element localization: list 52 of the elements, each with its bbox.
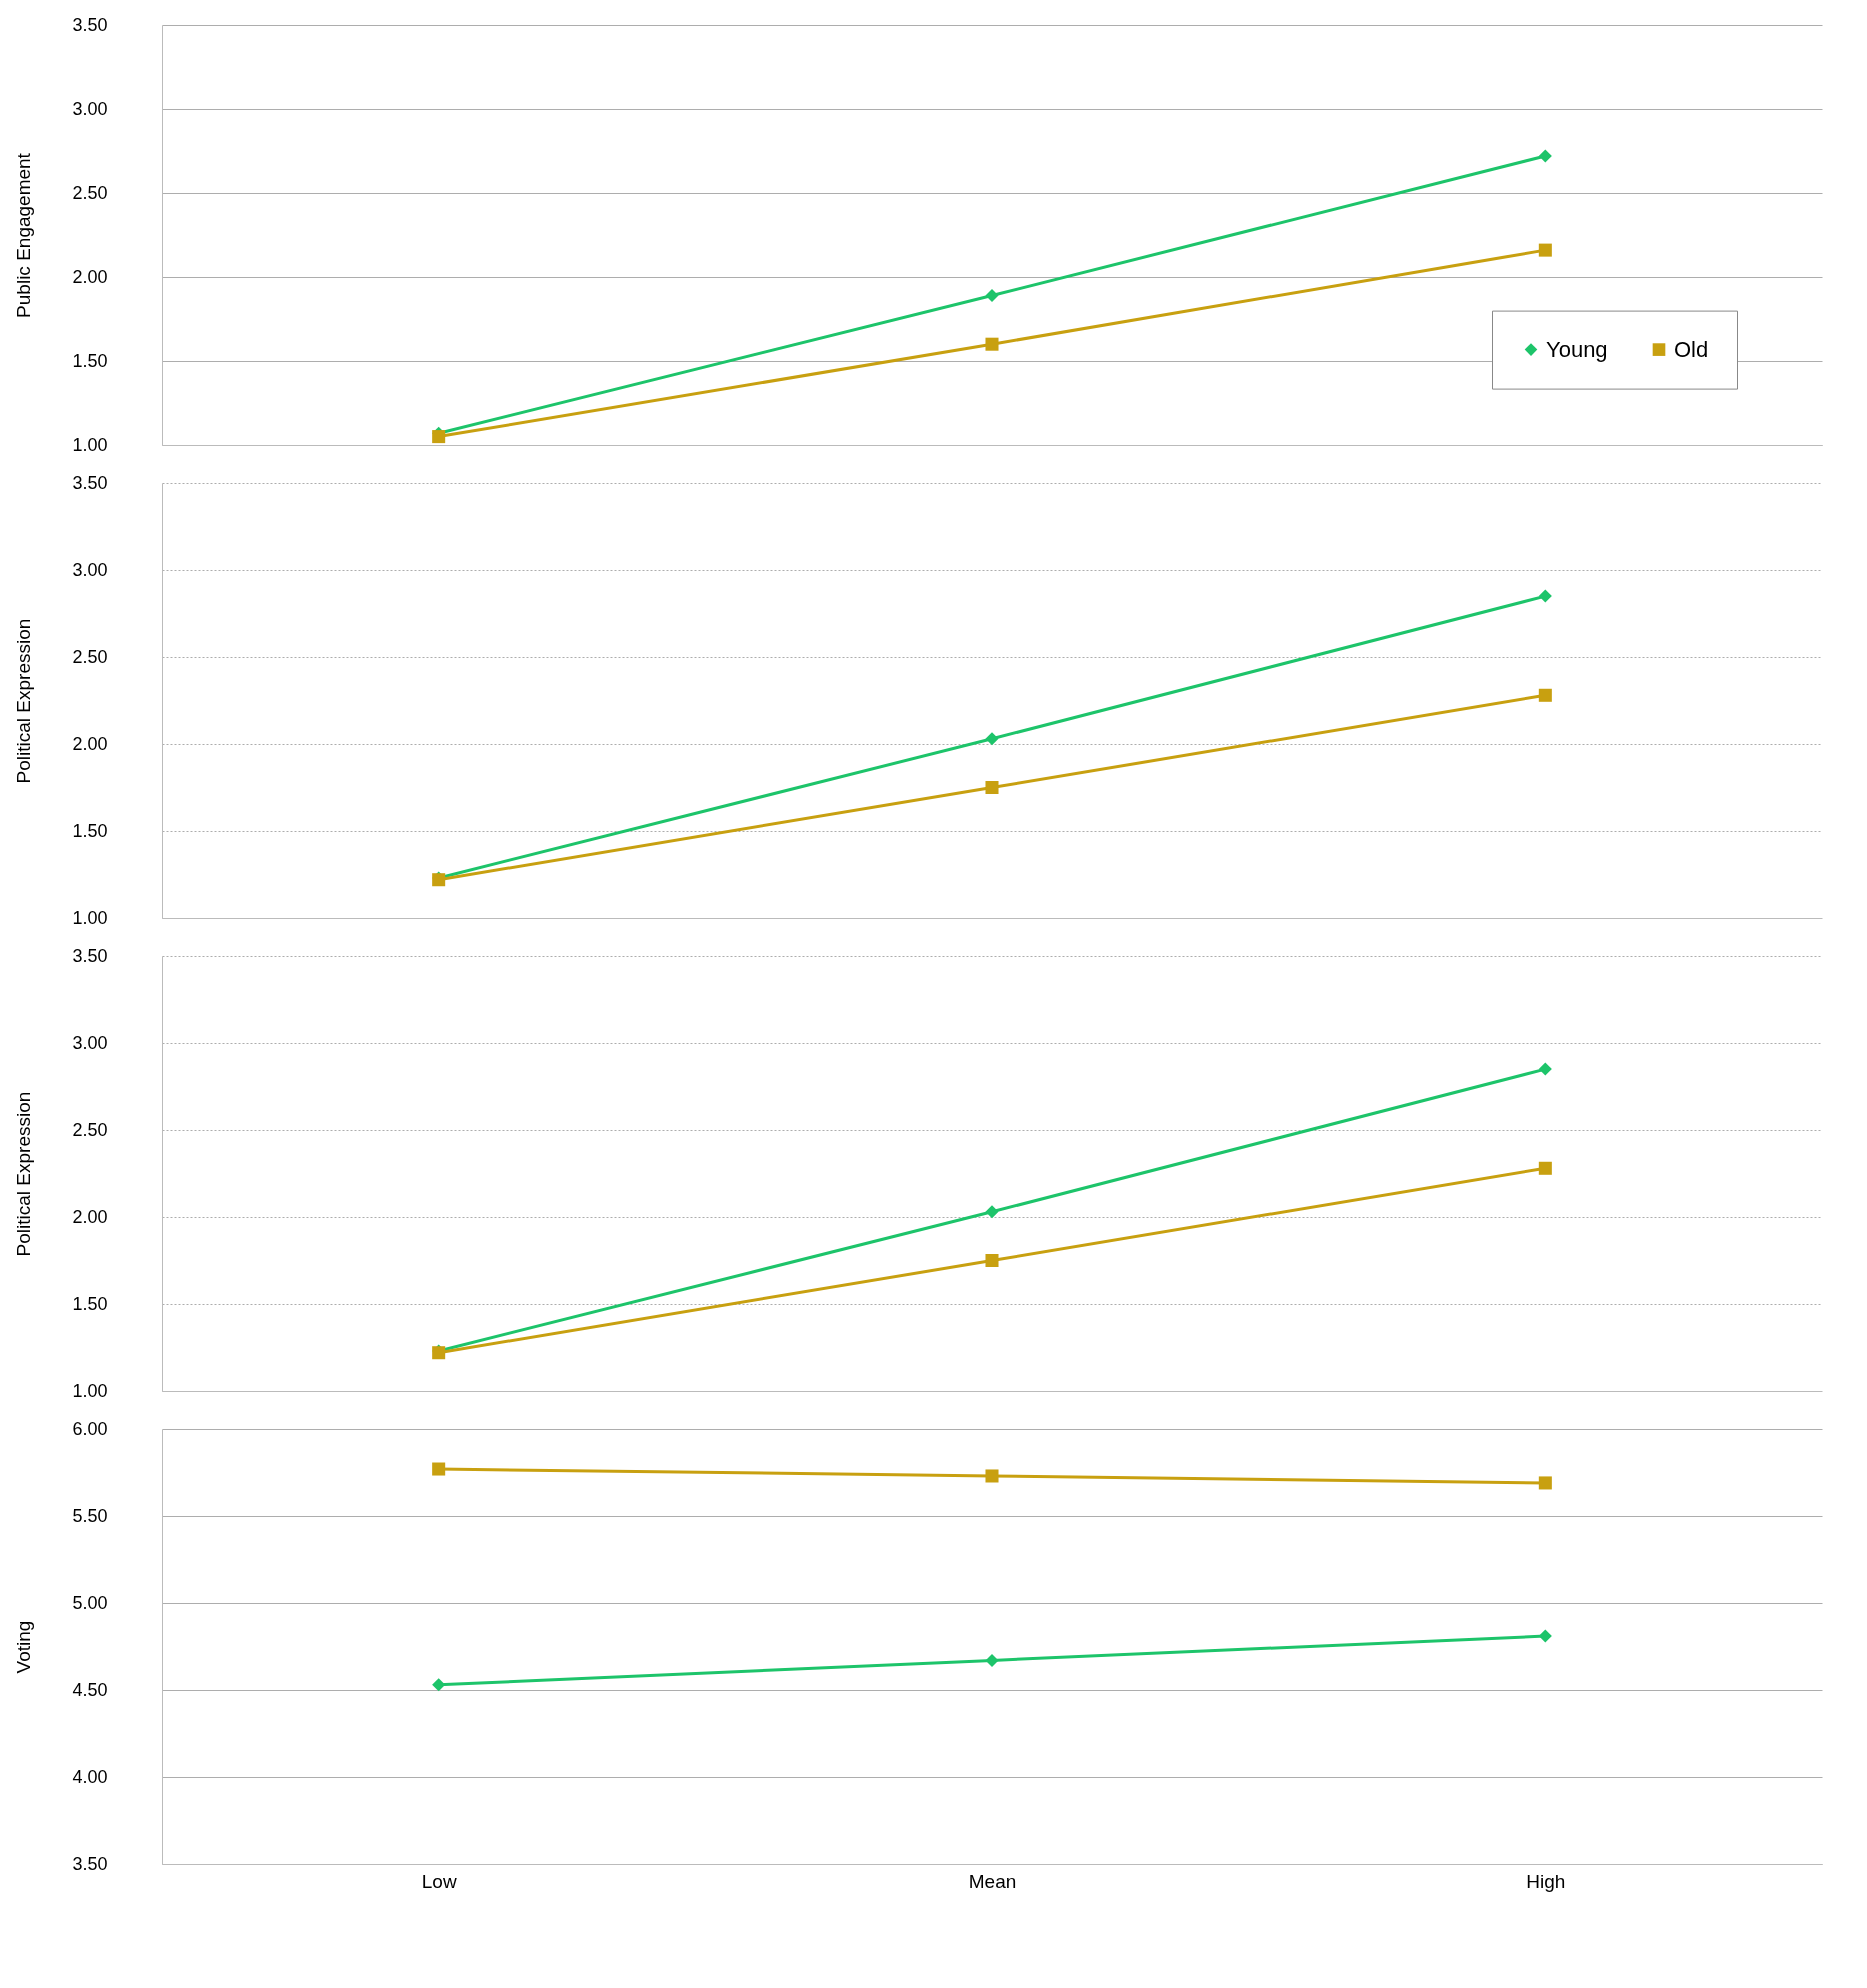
point xyxy=(432,430,446,444)
point xyxy=(985,1253,999,1268)
y-tick-label: 2.50 xyxy=(72,1119,108,1140)
y-axis-title: Voting xyxy=(13,1620,35,1674)
point xyxy=(1538,1629,1552,1643)
point xyxy=(985,1205,999,1219)
point xyxy=(432,1462,446,1476)
y-tick-label: 3.00 xyxy=(72,98,108,119)
point xyxy=(1538,589,1552,603)
point xyxy=(985,732,999,746)
legend-label: Old xyxy=(1674,336,1709,362)
y-tick-label: 3.50 xyxy=(72,945,108,966)
y-tick-label: 3.00 xyxy=(72,1032,108,1053)
y-tick-label: 1.00 xyxy=(72,907,108,928)
legend-label: Young xyxy=(1546,336,1608,362)
y-tick-label: 2.00 xyxy=(72,733,108,754)
y-tick-label: 3.00 xyxy=(72,559,108,580)
x-tick-label: Mean xyxy=(968,1870,1017,1892)
y-tick-label: 1.00 xyxy=(72,434,108,455)
y-tick-label: 1.50 xyxy=(72,350,108,371)
x-tick-label: High xyxy=(1526,1870,1566,1892)
point xyxy=(985,1653,999,1667)
y-axis-title: Public Engagement xyxy=(13,152,35,318)
y-tick-label: 3.50 xyxy=(72,14,108,35)
point xyxy=(1538,243,1552,257)
y-axis-title: Political Expression xyxy=(13,618,35,784)
y-tick-label: 2.50 xyxy=(72,646,108,667)
y-tick-label: 3.50 xyxy=(72,1853,108,1874)
y-tick-label: 5.50 xyxy=(72,1505,108,1526)
y-tick-label: 1.00 xyxy=(72,1380,108,1401)
y-tick-label: 4.00 xyxy=(72,1766,108,1787)
y-tick-label: 1.50 xyxy=(72,1293,108,1314)
y-tick-label: 2.50 xyxy=(72,182,108,203)
point xyxy=(985,288,999,302)
y-tick-label: 1.50 xyxy=(72,820,108,841)
x-tick-label: Low xyxy=(421,1870,457,1892)
point xyxy=(985,337,999,351)
point xyxy=(1538,1476,1552,1490)
y-axis-title: Political Expression xyxy=(13,1091,35,1257)
y-tick-label: 2.00 xyxy=(72,266,108,287)
point xyxy=(432,1678,446,1692)
y-tick-label: 4.50 xyxy=(72,1679,108,1700)
y-tick-label: 5.00 xyxy=(72,1592,108,1613)
y-tick-label: 3.50 xyxy=(72,472,108,493)
y-tick-label: 2.00 xyxy=(72,1206,108,1227)
point xyxy=(1538,1062,1552,1076)
point xyxy=(1538,688,1552,702)
point xyxy=(985,1469,999,1483)
point xyxy=(985,780,999,795)
y-tick-label: 6.00 xyxy=(72,1418,108,1439)
point xyxy=(1538,149,1552,163)
point xyxy=(1538,1161,1552,1175)
